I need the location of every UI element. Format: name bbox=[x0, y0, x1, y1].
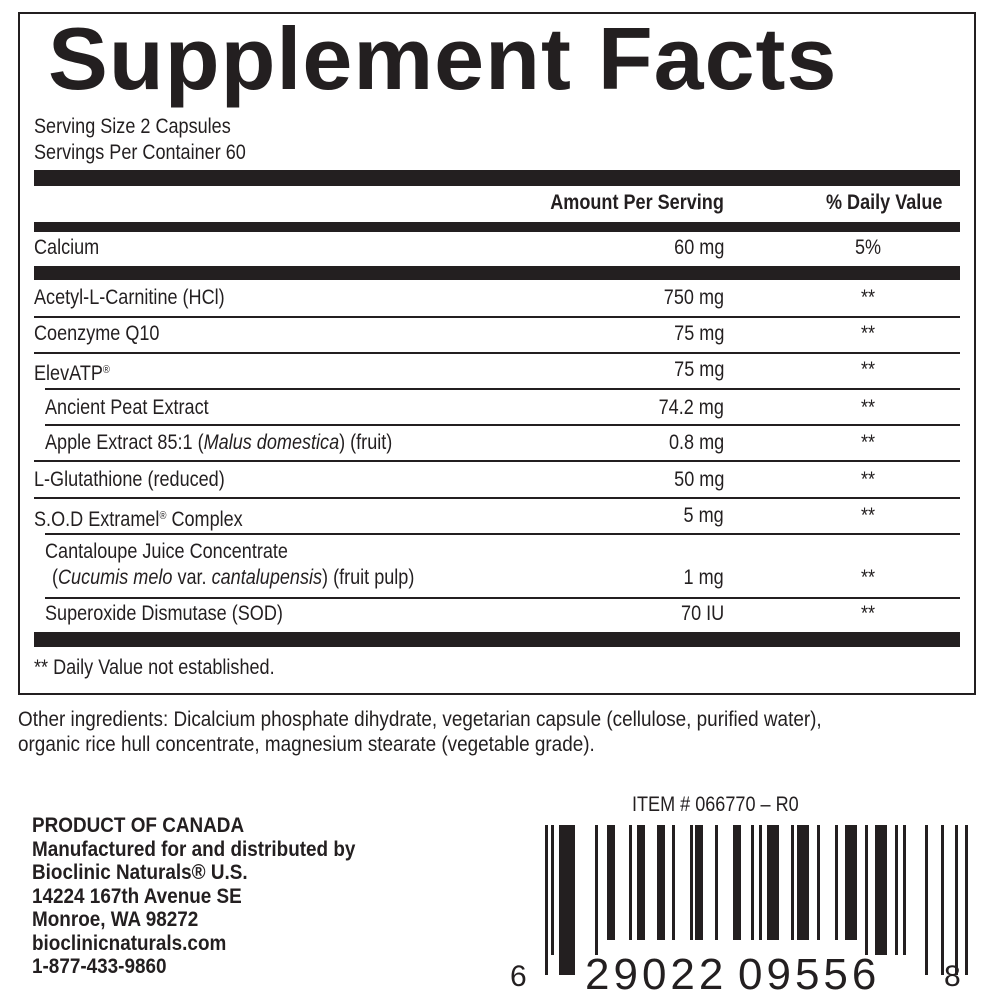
barcode-bar bbox=[895, 825, 898, 955]
barcode-bar bbox=[695, 825, 703, 955]
nutrient-amount: 50 mg bbox=[673, 468, 724, 491]
nutrient-amount: 75 mg bbox=[673, 322, 724, 345]
nutrient-daily-value: ** bbox=[860, 358, 876, 381]
row-divider bbox=[34, 460, 960, 462]
barcode-digits-group1: 29022 bbox=[585, 950, 728, 999]
item-number: ITEM # 066770 – R0 bbox=[632, 793, 799, 816]
barcode-bar bbox=[759, 825, 762, 975]
other-ingredients-line: organic rice hull concentrate, magnesium… bbox=[18, 733, 595, 756]
nutrient-daily-value: ** bbox=[860, 286, 876, 309]
nutrient-name: Coenzyme Q10 bbox=[34, 322, 160, 345]
barcode-digit-right: 8 bbox=[944, 960, 965, 993]
barcode-bar bbox=[559, 825, 575, 975]
row-divider bbox=[45, 533, 960, 535]
manufacturer-line: 14224 167th Avenue SE bbox=[32, 884, 242, 908]
nutrient-name: Calcium bbox=[34, 236, 100, 259]
barcode-bar bbox=[595, 825, 598, 955]
manufacturer-line: PRODUCT OF CANADA bbox=[32, 814, 245, 837]
nutrient-name: S.O.D Extramel® Complex bbox=[34, 508, 243, 531]
nutrient-amount: 0.8 mg bbox=[668, 431, 724, 454]
barcode bbox=[545, 825, 968, 975]
barcode-bar bbox=[865, 825, 868, 955]
barcode-bar bbox=[672, 825, 675, 955]
nutrient-amount: 60 mg bbox=[673, 236, 724, 259]
servings-per-container: Servings Per Container 60 bbox=[34, 141, 246, 164]
nutrient-daily-value: 5% bbox=[854, 236, 882, 259]
nutrient-name: Ancient Peat Extract bbox=[45, 396, 209, 419]
panel-title: Supplement Facts bbox=[48, 9, 838, 108]
row-divider bbox=[45, 388, 960, 390]
footnote: ** Daily Value not established. bbox=[34, 656, 275, 679]
barcode-bar bbox=[607, 825, 615, 955]
row-divider bbox=[34, 352, 960, 354]
nutrient-daily-value: ** bbox=[860, 322, 876, 345]
barcode-bar bbox=[903, 825, 906, 955]
barcode-digits-group2: 09556 bbox=[738, 950, 881, 999]
barcode-bar bbox=[965, 825, 968, 975]
nutrient-amount: 70 IU bbox=[680, 602, 724, 625]
row-divider bbox=[45, 597, 960, 599]
nutrient-name: Apple Extract 85:1 (Malus domestica) (fr… bbox=[45, 431, 393, 454]
barcode-bar bbox=[767, 825, 779, 955]
header-daily-value: % Daily Value bbox=[825, 191, 942, 214]
barcode-bar bbox=[845, 825, 857, 955]
nutrient-name: ElevATP® bbox=[34, 362, 110, 385]
nutrient-amount: 750 mg bbox=[663, 286, 724, 309]
manufacturer-line: 1-877-433-9860 bbox=[32, 955, 167, 978]
nutrient-name: L-Glutathione (reduced) bbox=[34, 468, 225, 491]
nutrient-daily-value: ** bbox=[860, 602, 876, 625]
other-ingredients-line: Other ingredients: Dicalcium phosphate d… bbox=[18, 708, 822, 731]
serving-size: Serving Size 2 Capsules bbox=[34, 115, 231, 138]
nutrient-amount: 75 mg bbox=[673, 358, 724, 381]
barcode-bar bbox=[955, 825, 958, 975]
divider-medium bbox=[34, 222, 960, 232]
barcode-bar bbox=[875, 825, 887, 955]
row-divider bbox=[34, 497, 960, 499]
barcode-bar bbox=[925, 825, 928, 975]
barcode-bar bbox=[637, 825, 645, 955]
barcode-bar bbox=[715, 825, 718, 955]
divider-thick bbox=[34, 170, 960, 186]
nutrient-name-line2: (Cucumis melo var. cantalupensis) (fruit… bbox=[52, 566, 415, 589]
barcode-bar bbox=[690, 825, 693, 955]
manufacturer-line: Bioclinic Naturals® U.S. bbox=[32, 861, 248, 884]
manufacturer-line: bioclinicnaturals.com bbox=[32, 931, 227, 955]
barcode-bar bbox=[733, 825, 741, 955]
barcode-digit-left: 6 bbox=[510, 960, 531, 993]
barcode-bar bbox=[551, 825, 554, 955]
barcode-bar bbox=[835, 825, 838, 955]
supplement-facts-panel bbox=[18, 12, 976, 695]
nutrient-name: Cantaloupe Juice Concentrate bbox=[45, 540, 288, 563]
nutrient-name: Acetyl-L-Carnitine (HCl) bbox=[34, 286, 225, 309]
nutrient-daily-value: ** bbox=[860, 566, 876, 589]
nutrient-daily-value: ** bbox=[860, 431, 876, 454]
barcode-bar bbox=[941, 825, 944, 975]
nutrient-daily-value: ** bbox=[860, 468, 876, 491]
barcode-bar bbox=[817, 825, 820, 955]
barcode-bar bbox=[657, 825, 665, 955]
barcode-bar bbox=[751, 825, 754, 975]
nutrient-amount: 74.2 mg bbox=[658, 396, 724, 419]
nutrient-daily-value: ** bbox=[860, 504, 876, 527]
divider-thick bbox=[34, 266, 960, 280]
nutrient-amount: 5 mg bbox=[683, 504, 724, 527]
barcode-bar bbox=[629, 825, 632, 955]
barcode-bar bbox=[545, 825, 548, 975]
nutrient-daily-value: ** bbox=[860, 396, 876, 419]
row-divider bbox=[45, 424, 960, 426]
manufacturer-line: Manufactured for and distributed by bbox=[32, 837, 356, 861]
nutrient-amount: 1 mg bbox=[683, 566, 724, 589]
barcode-bar bbox=[797, 825, 809, 955]
header-amount: Amount Per Serving bbox=[550, 191, 724, 214]
manufacturer-line: Monroe, WA 98272 bbox=[32, 908, 199, 931]
divider-thick bbox=[34, 632, 960, 647]
row-divider bbox=[34, 316, 960, 318]
nutrient-name: Superoxide Dismutase (SOD) bbox=[45, 602, 283, 625]
barcode-bar bbox=[791, 825, 794, 955]
